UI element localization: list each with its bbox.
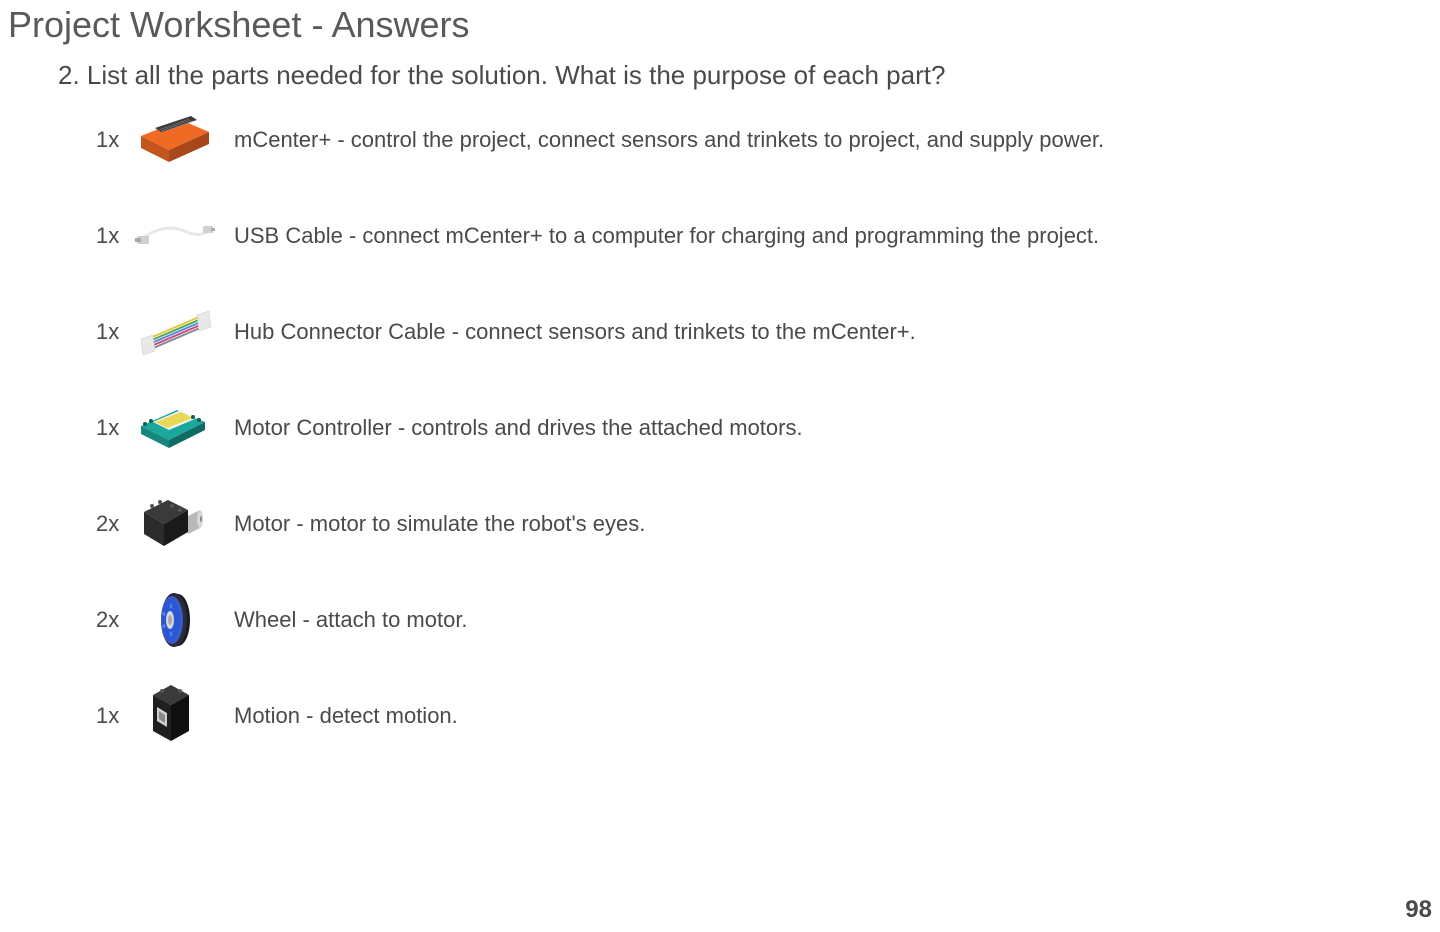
motor-icon	[132, 492, 218, 556]
part-qty: 2x	[96, 511, 132, 537]
part-desc: Motor - motor to simulate the robot's ey…	[234, 511, 645, 537]
part-row: 1x Hub Connector Cable - connect sensors…	[96, 300, 1104, 364]
page-number: 98	[1405, 896, 1432, 924]
part-desc: mCenter+ - control the project, connect …	[234, 127, 1104, 153]
motor-controller-icon	[132, 396, 218, 460]
part-desc: Wheel - attach to motor.	[234, 607, 468, 633]
part-desc: Hub Connector Cable - connect sensors an…	[234, 319, 916, 345]
part-row: 1x mCenter+ - control the project, conne…	[96, 108, 1104, 172]
part-row: 1x USB Cable - connect mCenter+ to a com…	[96, 204, 1104, 268]
wheel-icon	[132, 588, 218, 652]
mcenter-icon	[132, 108, 218, 172]
part-row: 2x Motor - motor to simulate the robot's…	[96, 492, 1104, 556]
part-desc: USB Cable - connect mCenter+ to a comput…	[234, 223, 1099, 249]
question-text: 2. List all the parts needed for the sol…	[58, 60, 945, 91]
usb-cable-icon	[132, 204, 218, 268]
part-row: 1x Motion - detect motion.	[96, 684, 1104, 748]
part-desc: Motion - detect motion.	[234, 703, 458, 729]
part-row: 2x Wheel - attach to motor.	[96, 588, 1104, 652]
part-qty: 1x	[96, 319, 132, 345]
motion-sensor-icon	[132, 684, 218, 748]
hub-cable-icon	[132, 300, 218, 364]
part-qty: 1x	[96, 415, 132, 441]
part-row: 1x Motor Controller - controls and drive…	[96, 396, 1104, 460]
part-qty: 1x	[96, 703, 132, 729]
part-qty: 1x	[96, 223, 132, 249]
part-desc: Motor Controller - controls and drives t…	[234, 415, 803, 441]
part-qty: 1x	[96, 127, 132, 153]
parts-list: 1x mCenter+ - control the project, conne…	[96, 108, 1104, 780]
part-qty: 2x	[96, 607, 132, 633]
page-title: Project Worksheet - Answers	[8, 4, 470, 46]
